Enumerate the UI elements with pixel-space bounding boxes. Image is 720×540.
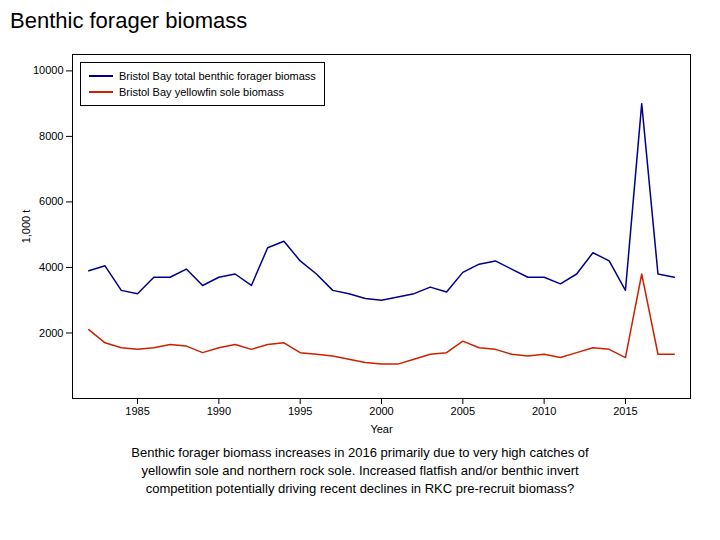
svg-text:2000: 2000 bbox=[39, 326, 63, 338]
html-text:Benthic forager biomass increa: Benthic forager biomass increases in 201… bbox=[131, 445, 589, 496]
svg-text:2000: 2000 bbox=[369, 405, 393, 417]
svg-text:Year: Year bbox=[370, 423, 393, 435]
svg-text:6000: 6000 bbox=[39, 195, 63, 207]
svg-text:2010: 2010 bbox=[532, 405, 556, 417]
svg-text:2015: 2015 bbox=[613, 405, 637, 417]
svg-text:4000: 4000 bbox=[39, 261, 63, 273]
svg-text:8000: 8000 bbox=[39, 130, 63, 142]
svg-text:1,000 t: 1,000 t bbox=[20, 210, 32, 244]
svg-text:10000: 10000 bbox=[33, 64, 64, 76]
svg-text:1985: 1985 bbox=[125, 405, 149, 417]
html-text:Bristol Bay total benthic fora: Bristol Bay total benthic forager biomas… bbox=[119, 70, 316, 82]
svg-text:1990: 1990 bbox=[207, 405, 231, 417]
svg-text:2005: 2005 bbox=[451, 405, 475, 417]
html-text:Benthic forager biomass: Benthic forager biomass bbox=[10, 8, 248, 33]
html-text:Bristol Bay yellowfin sole bio: Bristol Bay yellowfin sole biomass bbox=[119, 86, 285, 98]
svg-text:1995: 1995 bbox=[288, 405, 312, 417]
